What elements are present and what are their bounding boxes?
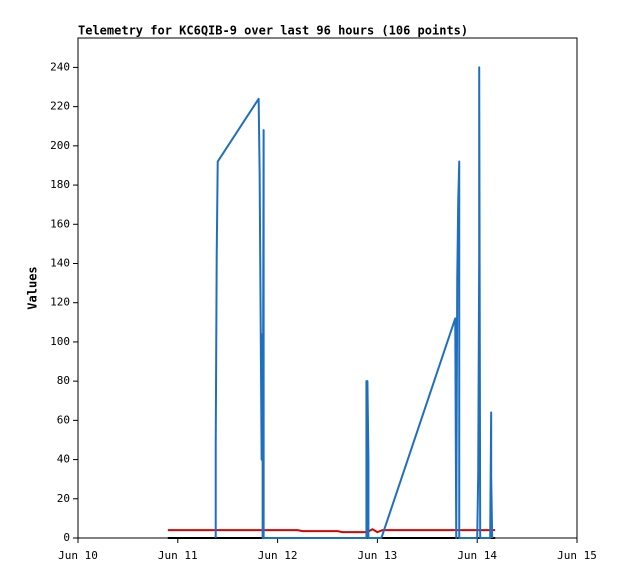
y-axis-label: Values <box>26 266 40 309</box>
y-tick-label: 140 <box>50 256 70 269</box>
y-tick-label: 220 <box>50 100 70 113</box>
y-tick-label: 80 <box>57 374 70 387</box>
x-tick-label: Jun 14 <box>457 549 497 562</box>
y-tick-label: 120 <box>50 296 70 309</box>
plot-frame <box>77 37 578 539</box>
x-tick-label: Jun 10 <box>58 549 98 562</box>
x-tick-label: Jun 15 <box>557 549 597 562</box>
series-line <box>167 528 496 534</box>
y-tick-label: 200 <box>50 139 70 152</box>
y-tick-label: 100 <box>50 335 70 348</box>
y-tick-label: 60 <box>57 413 70 426</box>
y-tick-label: 0 <box>63 531 70 544</box>
y-tick-label: 240 <box>50 60 70 73</box>
x-tick-label: Jun 12 <box>258 549 298 562</box>
y-tick-label: 40 <box>57 453 70 466</box>
x-tick-label: Jun 11 <box>158 549 198 562</box>
chart-title: Telemetry for KC6QIB-9 over last 96 hour… <box>78 24 468 38</box>
y-tick-label: 160 <box>50 217 70 230</box>
y-tick-label: 180 <box>50 178 70 191</box>
x-tick-label: Jun 13 <box>358 549 398 562</box>
series-line <box>214 66 494 539</box>
y-tick-label: 20 <box>57 492 70 505</box>
